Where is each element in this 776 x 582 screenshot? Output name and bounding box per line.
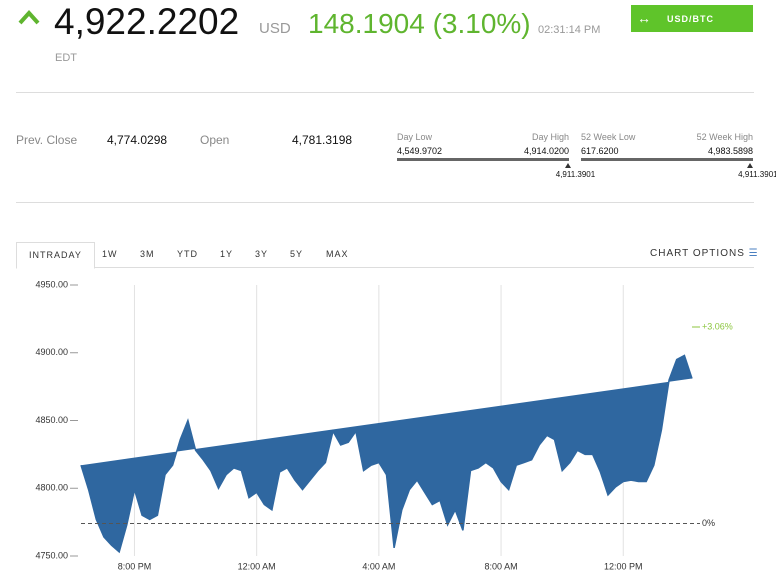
menu-icon: ☰ <box>748 248 759 259</box>
range-label: 52 Week Low <box>581 132 636 142</box>
divider <box>16 202 754 203</box>
stat-label: Open <box>200 133 230 147</box>
x-tick-label: 12:00 PM <box>604 561 643 571</box>
range-label: 52 Week High <box>696 132 753 142</box>
range-marker-label: 4,911.3901 <box>738 170 776 179</box>
last-label: +3.06% <box>702 321 733 331</box>
range-bar <box>581 158 753 161</box>
y-tick-label: 4800.00 <box>35 483 68 493</box>
button-label: USD/BTC <box>667 14 714 24</box>
range-value: 4,549.9702 <box>397 146 443 156</box>
y-tick-label: 4850.00 <box>35 415 68 425</box>
currency: USD <box>259 20 291 37</box>
range-value: 4,914.0200 <box>523 146 569 156</box>
tab[interactable]: 3M <box>140 249 155 259</box>
divider <box>16 92 754 93</box>
currency-button[interactable]: ↔ USD/BTC <box>631 5 753 32</box>
chart-options[interactable]: CHART OPTIONS ☰ <box>650 248 759 259</box>
range-value: 617.6200 <box>581 146 619 156</box>
tab[interactable]: 1W <box>102 249 118 259</box>
range-label: Day Low <box>397 132 433 142</box>
range-marker-label: 4,911.3901 <box>555 170 596 179</box>
tab[interactable]: YTD <box>177 249 198 259</box>
tab[interactable]: MAX <box>326 249 349 259</box>
area-line <box>80 354 693 554</box>
range-label: Day High <box>531 132 569 142</box>
price: 4,922.2202 <box>54 1 240 42</box>
x-tick-label: 12:00 AM <box>238 561 276 571</box>
baseline-label: 0% <box>702 518 715 528</box>
change: 148.1904 (3.10%) <box>308 8 531 39</box>
timezone: EDT <box>55 52 77 64</box>
chart-options-label: CHART OPTIONS <box>650 248 745 259</box>
range-bar <box>397 158 569 161</box>
swap-icon: ↔ <box>637 10 652 26</box>
range-value: 4,983.5898 <box>707 146 753 156</box>
x-tick-label: 8:00 PM <box>118 561 152 571</box>
stat-value: 4,774.0298 <box>107 133 168 147</box>
tab[interactable]: 5Y <box>290 249 304 259</box>
tab-underline <box>16 267 754 268</box>
tab[interactable]: INTRADAY <box>16 242 95 269</box>
range-marker <box>564 163 571 168</box>
area-fill <box>81 355 692 552</box>
quote-time: 02:31:14 PM <box>538 24 601 36</box>
x-tick-label: 4:00 AM <box>362 561 395 571</box>
stat-value: 4,781.3198 <box>292 133 353 147</box>
up-arrow <box>18 10 40 25</box>
y-tick-label: 4900.00 <box>35 347 68 357</box>
tab[interactable]: 1Y <box>220 249 234 259</box>
y-tick-label: 4950.00 <box>35 279 68 289</box>
stat-label: Prev. Close <box>16 133 78 147</box>
tab[interactable]: 3Y <box>255 249 269 259</box>
y-tick-label: 4750.00 <box>35 550 68 560</box>
range-marker <box>747 163 754 168</box>
chart: 4750.00 4800.00 4850.00 4900.00 4950.00 8:00 … <box>35 279 733 571</box>
x-tick-label: 8:00 AM <box>485 561 518 571</box>
